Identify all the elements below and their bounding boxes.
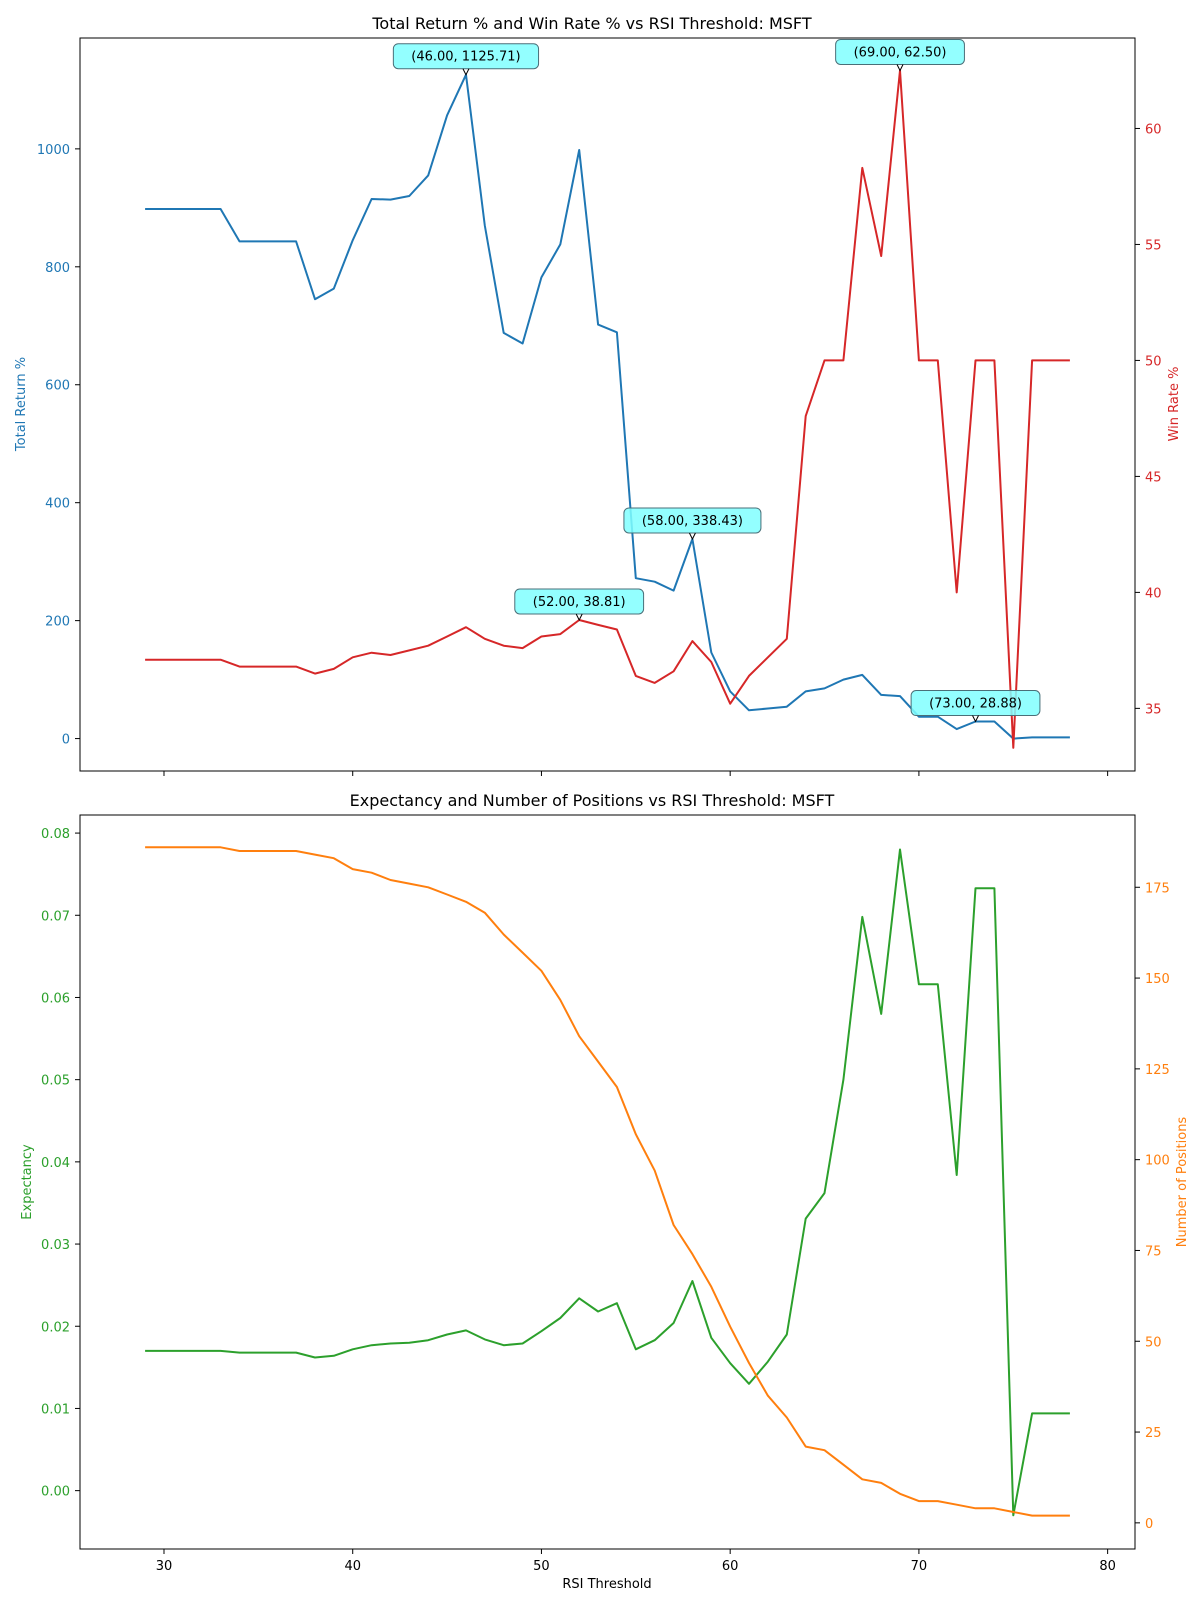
- bottom-chart-x-axis-label: RSI Threshold: [562, 1577, 651, 1592]
- top-chart-frame: [79, 37, 1136, 772]
- annotation-box: [623, 507, 762, 534]
- bottom-chart-series-line-1: [145, 846, 1070, 1517]
- top-chart-left-y-tick-label: 800: [45, 261, 70, 276]
- top-chart-right-y-tick-label: 50: [1145, 354, 1162, 369]
- bottom-chart-right-y-tick-label: 50: [1145, 1335, 1162, 1350]
- annotation-arrow: [896, 64, 904, 72]
- top-chart-annotations: (46.00, 1125.71) (69.00, 62.50) (58.00, 33…: [392, 38, 1041, 723]
- top-chart-panel: Total Return % and Win Rate % vs RSI Thr…: [14, 14, 1182, 776]
- top-chart-series-line-1: [145, 69, 1070, 749]
- annotation-arrow: [462, 68, 470, 76]
- top-chart-right-y-tick-label: 45: [1145, 470, 1162, 485]
- bottom-chart-left-y-tick-label: 0.03: [41, 1238, 70, 1253]
- annotation-arrow: [575, 613, 583, 622]
- bottom-chart-panel: Expectancy and Number of Positions vs RS…: [20, 791, 1190, 1592]
- bottom-chart-left-y-tick-label: 0.08: [41, 827, 70, 842]
- top-chart-left-y-tick-label: 400: [45, 497, 70, 512]
- top-chart-left-y-tick-label: 200: [45, 615, 70, 630]
- bottom-chart-x-tick-label: 40: [344, 1559, 361, 1574]
- bottom-chart-x-tick-label: 70: [911, 1559, 928, 1574]
- annotation-box: [910, 690, 1041, 717]
- annotation-callout: (69.00, 62.50): [835, 38, 965, 72]
- top-chart-ticks: 0 200 400 600 800 1000 35 40 45 50 55 60: [37, 122, 1162, 776]
- bottom-chart-right-y-tick-label: 25: [1145, 1426, 1162, 1441]
- annotation-callout: (46.00, 1125.71): [392, 43, 540, 76]
- annotation-callout: (58.00, 338.43): [623, 507, 762, 541]
- bottom-chart-right-y-tick-label: 100: [1145, 1154, 1170, 1169]
- annotation-text: (52.00, 38.81): [533, 595, 626, 610]
- bottom-chart-x-tick-label: 30: [156, 1559, 173, 1574]
- bottom-chart-left-y-tick-label: 0.01: [41, 1402, 70, 1417]
- annotation-callout: (73.00, 28.88): [910, 690, 1041, 723]
- bottom-chart-right-y-tick-label: 75: [1145, 1244, 1162, 1259]
- bottom-chart-frame: [79, 814, 1136, 1550]
- top-chart-right-axis-label: Win Rate %: [1167, 367, 1182, 442]
- top-chart-left-y-tick-label: 1000: [37, 143, 70, 158]
- top-chart-left-axis-label: Total Return %: [14, 357, 29, 452]
- bottom-chart-x-tick-label: 60: [722, 1559, 739, 1574]
- top-chart-right-y-tick-label: 35: [1145, 702, 1162, 717]
- bottom-chart-x-tick-label: 50: [533, 1559, 550, 1574]
- bottom-chart-left-y-tick-label: 0.04: [41, 1156, 70, 1171]
- bottom-chart-plot-layer: [145, 846, 1070, 1517]
- bottom-chart-right-y-tick-label: 150: [1145, 972, 1170, 987]
- bottom-chart-left-axis-label: Expectancy: [20, 1144, 35, 1220]
- annotation-text: (73.00, 28.88): [929, 697, 1022, 712]
- bottom-chart-ticks: 30 40 50 60 70 80 0.00 0.01 0.02 0.03 0.04 0.05 0.06…: [41, 827, 1170, 1574]
- annotation-text: (69.00, 62.50): [854, 45, 947, 60]
- bottom-chart-left-y-tick-label: 0.07: [41, 909, 70, 924]
- annotation-box: [835, 38, 965, 65]
- bottom-chart-series-line-0: [145, 848, 1070, 1517]
- top-chart-right-y-tick-label: 60: [1145, 122, 1162, 137]
- bottom-chart-right-axis-label: Number of Positions: [1175, 1117, 1190, 1248]
- top-chart-right-y-tick-label: 55: [1145, 238, 1162, 253]
- annotation-box: [392, 43, 540, 70]
- annotation-callout: (52.00, 38.81): [514, 588, 645, 622]
- annotation-box: [514, 588, 645, 615]
- top-chart-left-y-tick-label: 600: [45, 379, 70, 394]
- top-chart-title: Total Return % and Win Rate % vs RSI Thr…: [371, 14, 811, 33]
- bottom-chart-left-y-tick-label: 0.02: [41, 1320, 70, 1335]
- bottom-chart-right-y-tick-label: 175: [1145, 881, 1170, 896]
- annotation-arrow: [972, 715, 979, 723]
- bottom-chart-right-y-tick-label: 0: [1145, 1517, 1153, 1532]
- top-chart-left-y-tick-label: 0: [62, 733, 70, 748]
- bottom-chart-left-y-tick-label: 0.00: [41, 1485, 70, 1500]
- bottom-chart-left-y-tick-label: 0.05: [41, 1074, 70, 1089]
- annotation-text: (46.00, 1125.71): [411, 50, 520, 65]
- top-chart-right-y-tick-label: 40: [1145, 586, 1162, 601]
- annotation-arrow: [688, 532, 696, 541]
- bottom-chart-right-y-tick-label: 125: [1145, 1063, 1170, 1078]
- bottom-chart-left-y-tick-label: 0.06: [41, 991, 70, 1006]
- bottom-chart-title: Expectancy and Number of Positions vs RS…: [350, 791, 835, 810]
- annotation-text: (58.00, 338.43): [642, 514, 743, 529]
- bottom-chart-x-tick-label: 80: [1099, 1559, 1116, 1574]
